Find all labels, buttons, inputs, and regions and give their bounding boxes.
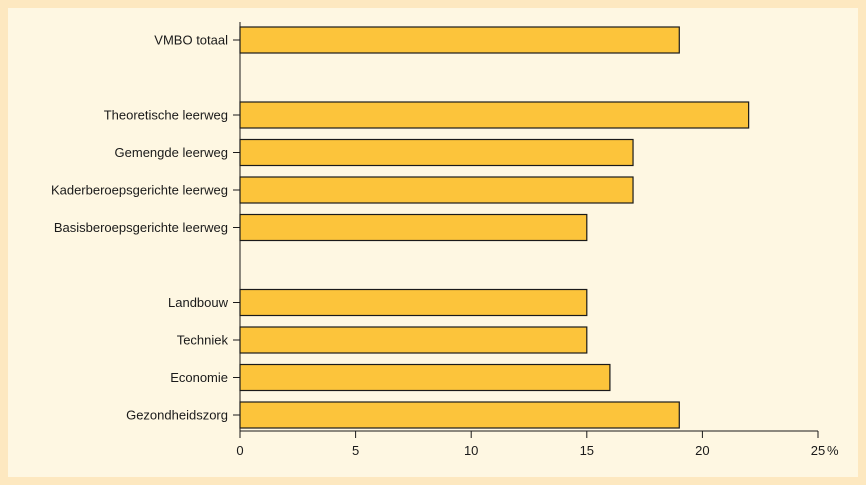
x-tick-label: 20 (695, 443, 709, 458)
chart-frame: VMBO totaal Theoretische leerweg Gemengde … (8, 8, 858, 477)
bar (239, 213, 588, 242)
category-label: Economie (170, 370, 228, 385)
category-label: Landbouw (168, 295, 229, 310)
category-label: Kaderberoepsgerichte leerweg (51, 183, 228, 198)
bar (239, 401, 680, 429)
bar (239, 26, 680, 54)
category-label: Gemengde leerweg (115, 145, 228, 160)
x-tick-label: 25 (811, 443, 825, 458)
category-label: VMBO totaal (154, 33, 228, 48)
x-tick-label: 15 (580, 443, 594, 458)
bar (239, 363, 611, 392)
bar-chart: VMBO totaal Theoretische leerweg Gemengde … (51, 22, 839, 458)
category-label: Theoretische leerweg (104, 108, 228, 123)
x-unit-label: % (827, 443, 839, 458)
bar (239, 138, 634, 167)
bar (239, 101, 750, 129)
bar (239, 326, 588, 354)
x-tick-label: 0 (236, 443, 243, 458)
category-label: Gezondheidszorg (126, 408, 228, 423)
x-tick-label: 5 (352, 443, 359, 458)
bar (239, 288, 588, 317)
x-tick-label: 10 (464, 443, 478, 458)
bar (239, 176, 634, 204)
category-label: Basisberoepsgerichte leerweg (54, 220, 228, 235)
category-label: Techniek (177, 333, 229, 348)
